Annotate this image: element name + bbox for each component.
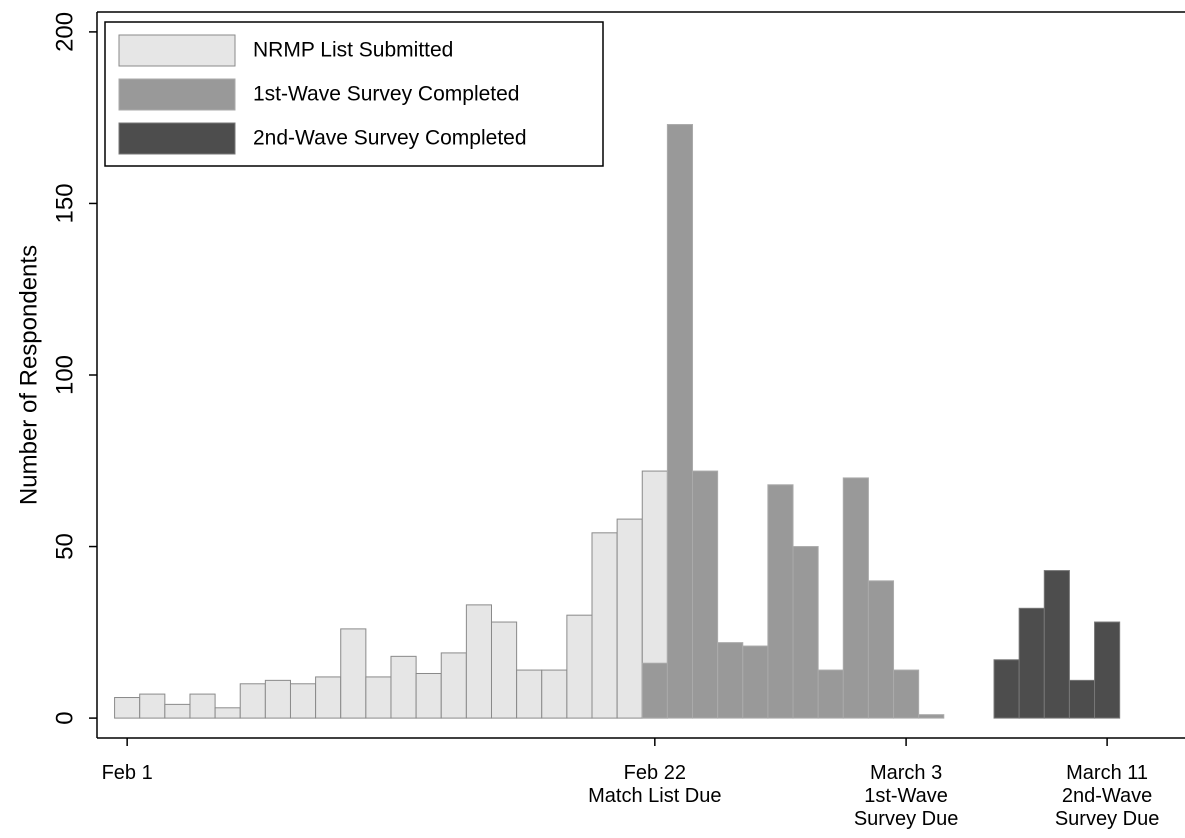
bar [1094, 621, 1121, 719]
bar [390, 655, 417, 719]
bar [893, 669, 920, 719]
y-tick-label: 100 [51, 355, 78, 395]
bar [189, 693, 216, 719]
x-tick-label: Feb 1 [101, 762, 153, 784]
bar [591, 532, 618, 719]
bar [616, 518, 643, 719]
bar [641, 662, 668, 719]
bar [264, 679, 291, 719]
bar [993, 659, 1020, 719]
y-tick-label: 200 [51, 12, 78, 52]
bar [490, 621, 518, 719]
legend-swatch [118, 122, 236, 155]
y-tick-label: 0 [51, 711, 78, 724]
y-tick-label: 150 [51, 183, 78, 223]
bar [239, 683, 266, 719]
bar [541, 669, 568, 719]
bar [1018, 607, 1045, 719]
legend-swatch [118, 78, 236, 111]
x-tick-label: March 11 2nd-Wave Survey Due [1054, 762, 1160, 830]
bar [516, 669, 543, 719]
bar [742, 645, 769, 719]
bar [1043, 570, 1070, 719]
y-axis-title: Number of Respondents [15, 245, 42, 505]
bar [440, 652, 467, 719]
bar [1068, 679, 1096, 719]
y-tick-label: 50 [51, 533, 78, 560]
bar [315, 676, 342, 719]
bar [289, 683, 317, 719]
bar [792, 546, 819, 719]
bar [817, 669, 844, 719]
bar [842, 477, 869, 719]
bar [767, 484, 794, 719]
x-tick-label: Feb 22 Match List Due [588, 762, 722, 807]
bar [692, 470, 719, 719]
bar [214, 707, 241, 719]
bar [918, 714, 945, 719]
bar [717, 642, 744, 719]
bar [666, 124, 694, 719]
bar [867, 580, 895, 719]
x-tick-label: March 3 1st-Wave Survey Due [853, 762, 959, 830]
bar [340, 628, 367, 719]
legend-label: 2nd-Wave Survey Completed [253, 127, 527, 150]
bar [365, 676, 392, 719]
bar [415, 672, 442, 719]
bar [566, 614, 593, 719]
bar [139, 693, 166, 719]
legend-swatch [118, 34, 236, 67]
bar [164, 703, 191, 719]
bar [465, 604, 492, 719]
legend-label: NRMP List Submitted [253, 39, 453, 62]
bar [114, 697, 141, 719]
legend-label: 1st-Wave Survey Completed [253, 83, 520, 106]
